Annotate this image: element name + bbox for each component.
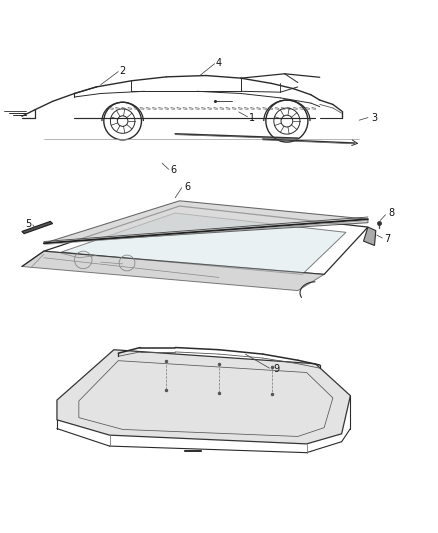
- Polygon shape: [57, 350, 350, 444]
- Text: 9: 9: [273, 365, 279, 374]
- Text: 6: 6: [170, 165, 176, 175]
- Polygon shape: [61, 213, 346, 274]
- Text: 2: 2: [120, 66, 126, 76]
- Text: 7: 7: [385, 235, 391, 244]
- Polygon shape: [364, 227, 376, 246]
- Text: 3: 3: [371, 112, 378, 123]
- Polygon shape: [22, 221, 53, 233]
- Text: 6: 6: [184, 182, 191, 192]
- Polygon shape: [44, 201, 368, 243]
- Text: 8: 8: [388, 208, 394, 218]
- Text: 5: 5: [25, 219, 32, 229]
- Polygon shape: [22, 251, 324, 290]
- Text: 1: 1: [249, 112, 255, 123]
- Text: 4: 4: [216, 58, 222, 68]
